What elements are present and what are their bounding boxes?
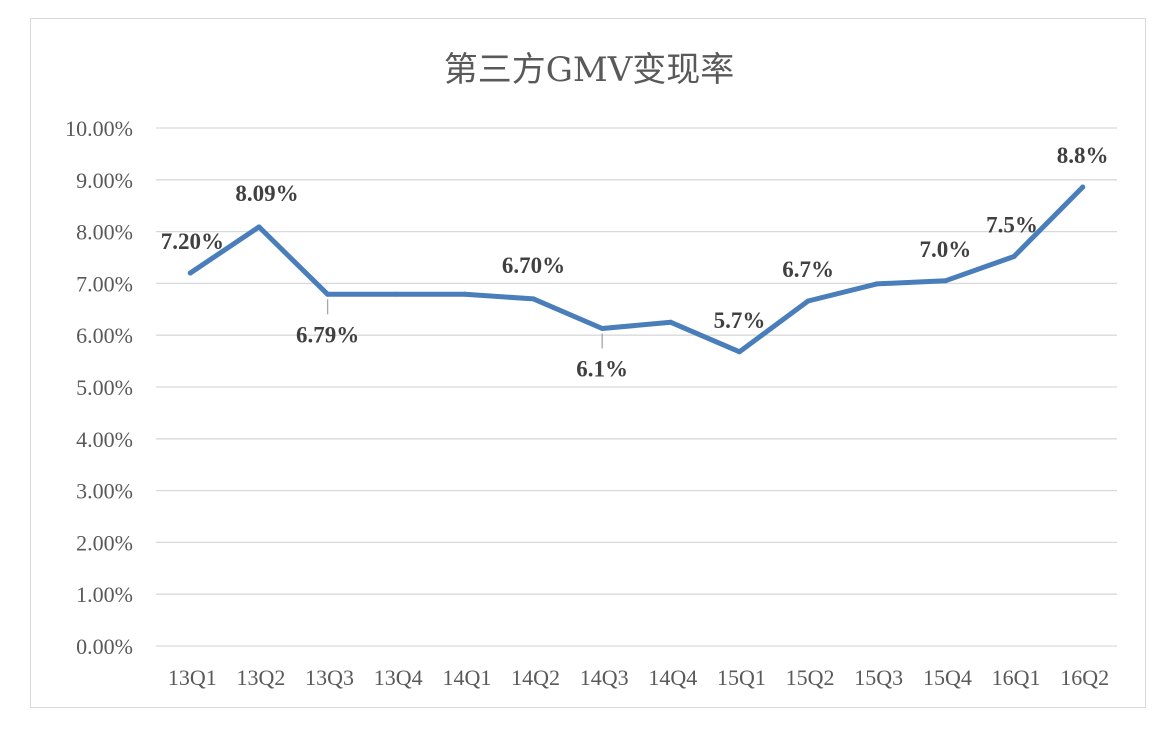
data-point: [462, 291, 468, 297]
series-line: [187, 184, 1086, 355]
data-point: [1080, 184, 1086, 190]
x-tick-label: 13Q3: [305, 665, 354, 690]
data-label: 8.8%: [1057, 143, 1109, 168]
y-tick-label: 5.00%: [76, 375, 133, 400]
data-label: 8.09%: [235, 181, 298, 206]
data-point: [393, 291, 399, 297]
chart-svg: 第三方GMV变现率 0.00% 1.00% 2.00% 3.00% 4.00% 5.00%…: [65, 50, 1117, 690]
data-label: 5.7%: [714, 308, 766, 333]
y-tick-label: 1.00%: [76, 582, 133, 607]
x-tick-label: 15Q4: [923, 665, 972, 690]
y-tick-label: 6.00%: [76, 323, 133, 348]
data-label: 6.7%: [782, 257, 834, 282]
x-tick-label: 15Q1: [717, 665, 766, 690]
x-tick-label: 13Q1: [168, 665, 217, 690]
x-tick-label: 13Q4: [374, 665, 423, 690]
x-tick-label: 14Q3: [580, 665, 629, 690]
y-tick-label: 8.00%: [76, 220, 133, 245]
y-tick-label: 9.00%: [76, 168, 133, 193]
x-tick-label: 14Q4: [648, 665, 697, 690]
data-label: 7.5%: [986, 212, 1038, 237]
y-tick-label: 10.00%: [65, 116, 133, 141]
data-point: [599, 325, 605, 331]
y-tick-label: 3.00%: [76, 479, 133, 504]
y-tick-label: 0.00%: [76, 634, 133, 659]
y-tick-label: 4.00%: [76, 427, 133, 452]
chart-frame: 第三方GMV变现率 0.00% 1.00% 2.00% 3.00% 4.00% 5.00%…: [30, 18, 1146, 708]
chart-title: 第三方GMV变现率: [444, 50, 735, 90]
x-tick-label: 15Q2: [786, 665, 835, 690]
y-tick-label: 7.00%: [76, 271, 133, 296]
data-labels: 7.20% 8.09% 6.79% 6.70% 6.1% 5.7% 6.7% 7.0% 7.5%…: [161, 143, 1109, 381]
data-point: [531, 296, 537, 302]
x-axis-ticks: 13Q1 13Q2 13Q3 13Q4 14Q1 14Q2 14Q3 14Q4 15Q1 15Q2…: [168, 665, 1109, 690]
data-point: [187, 270, 193, 276]
data-point: [325, 291, 331, 297]
data-point: [942, 278, 948, 284]
data-label: 6.70%: [502, 253, 565, 278]
x-tick-label: 14Q2: [511, 665, 560, 690]
series-layer: [187, 184, 1086, 355]
x-tick-label: 16Q2: [1060, 665, 1109, 690]
data-point: [668, 319, 674, 325]
x-tick-label: 15Q3: [854, 665, 903, 690]
x-tick-label: 16Q1: [992, 665, 1041, 690]
data-point: [805, 298, 811, 304]
data-label: 7.0%: [920, 237, 972, 262]
data-label: 7.20%: [161, 229, 224, 254]
x-tick-label: 13Q2: [237, 665, 286, 690]
data-point: [256, 224, 262, 230]
data-label: 6.79%: [296, 322, 359, 347]
data-point: [736, 349, 742, 355]
y-tick-label: 2.00%: [76, 530, 133, 555]
x-tick-label: 14Q1: [442, 665, 491, 690]
gridlines: [156, 127, 1117, 647]
data-label: 6.1%: [576, 356, 628, 381]
data-point: [1011, 253, 1017, 259]
data-point: [874, 281, 880, 287]
y-axis-ticks: 0.00% 1.00% 2.00% 3.00% 4.00% 5.00% 6.00% 7.00%…: [65, 116, 133, 659]
